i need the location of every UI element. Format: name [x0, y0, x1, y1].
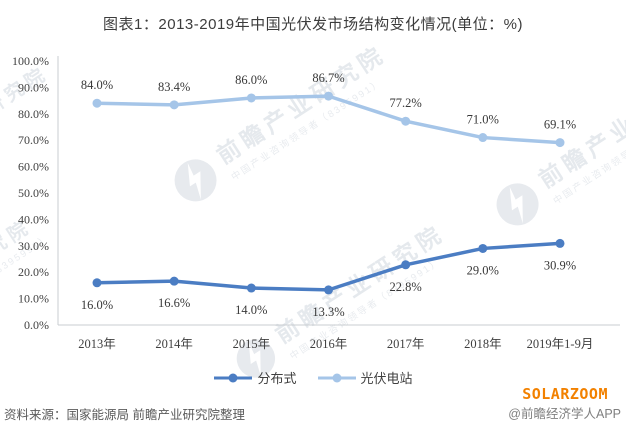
data-point: [169, 276, 179, 286]
data-label: 22.8%: [390, 280, 422, 294]
legend-line-marker-icon: [214, 373, 253, 382]
solarzoom-logo: SOLARZOOM: [522, 385, 608, 403]
y-tick-label: 40.0%: [18, 212, 49, 226]
chart-title: 图表1：2013-2019年中国光伏发市场结构变化情况(单位：%): [103, 16, 523, 33]
y-tick-label: 30.0%: [18, 239, 49, 253]
x-tick-label: 2014年: [155, 337, 193, 351]
y-tick-label: 20.0%: [18, 265, 49, 279]
data-label: 16.6%: [158, 296, 190, 310]
data-point: [92, 278, 102, 288]
data-label: 14.0%: [235, 303, 267, 317]
data-label: 29.0%: [467, 263, 499, 277]
credit-note: @前瞻经济学人APP: [508, 407, 621, 421]
data-label: 30.9%: [544, 258, 576, 272]
y-tick-label: 0.0%: [24, 318, 49, 332]
x-tick-label: 2019年1-9月: [527, 337, 594, 351]
y-tick-label: 10.0%: [18, 292, 49, 306]
y-tick-label: 90.0%: [18, 80, 49, 94]
data-point: [478, 133, 488, 143]
legend-item-distributed: 分布式: [213, 368, 297, 387]
data-label: 71.0%: [467, 113, 499, 127]
data-point: [92, 98, 102, 108]
data-label: 13.3%: [312, 305, 344, 319]
data-label: 83.4%: [158, 80, 190, 94]
x-tick-label: 2017年: [387, 337, 425, 351]
x-tick-label: 2015年: [233, 337, 271, 351]
line-chart: 0.0% 10.0% 20.0% 30.0% 40.0% 50.0% 60.0% 70.0% 8…: [12, 54, 620, 351]
x-tick-label: 2016年: [310, 337, 348, 351]
data-point: [324, 91, 333, 101]
data-point: [324, 285, 333, 295]
data-point: [246, 93, 256, 103]
data-point: [401, 116, 411, 126]
data-label: 69.1%: [544, 118, 576, 132]
y-tick-label: 100.0%: [12, 54, 49, 68]
legend-line-marker-icon: [317, 373, 356, 382]
chart-legend: 分布式 光伏电站: [0, 368, 626, 387]
y-tick-label: 50.0%: [18, 186, 49, 200]
y-tick-label: 70.0%: [18, 133, 49, 147]
data-point: [555, 138, 565, 148]
data-label: 84.0%: [81, 78, 113, 92]
legend-label-distributed: 分布式: [257, 371, 297, 386]
legend-item-pv-station: 光伏电站: [317, 368, 413, 387]
y-tick-label: 80.0%: [18, 107, 49, 121]
y-tick-label: 60.0%: [18, 160, 49, 174]
data-point: [555, 238, 565, 248]
data-label: 77.2%: [390, 96, 422, 110]
data-point: [169, 100, 179, 110]
data-label: 86.0%: [235, 73, 267, 87]
data-point: [401, 260, 411, 270]
data-label: 16.0%: [81, 298, 113, 312]
data-point: [478, 243, 488, 253]
data-label: 86.7%: [312, 71, 344, 85]
data-point: [246, 283, 256, 293]
legend-label-pv-station: 光伏电站: [360, 371, 413, 386]
source-note: 资料来源：国家能源局 前瞻产业研究院整理: [4, 408, 245, 422]
x-tick-label: 2013年: [78, 337, 116, 351]
x-tick-label: 2018年: [464, 337, 502, 351]
